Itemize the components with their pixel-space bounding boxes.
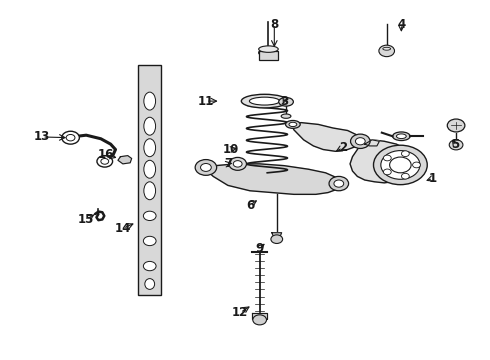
Ellipse shape (242, 94, 288, 108)
Ellipse shape (259, 49, 278, 57)
Text: 3: 3 (280, 95, 288, 108)
Ellipse shape (144, 182, 156, 200)
Ellipse shape (396, 134, 406, 139)
Ellipse shape (279, 98, 294, 106)
Ellipse shape (392, 132, 410, 140)
Circle shape (144, 236, 156, 246)
Polygon shape (252, 313, 268, 319)
Circle shape (271, 235, 283, 243)
Circle shape (381, 150, 420, 179)
Text: 12: 12 (232, 306, 248, 319)
Circle shape (62, 131, 79, 144)
Circle shape (329, 176, 348, 191)
Ellipse shape (144, 92, 156, 110)
Polygon shape (365, 140, 379, 146)
Text: 11: 11 (198, 95, 214, 108)
Text: 6: 6 (246, 199, 254, 212)
Polygon shape (272, 233, 282, 237)
Bar (259, 51, 278, 60)
Ellipse shape (144, 139, 156, 157)
Circle shape (449, 140, 463, 150)
Circle shape (200, 163, 211, 171)
Bar (138, 65, 161, 295)
Ellipse shape (144, 160, 156, 178)
Text: 2: 2 (339, 141, 347, 154)
Circle shape (233, 161, 242, 167)
Text: 7: 7 (224, 157, 232, 170)
Text: 1: 1 (429, 172, 437, 185)
Ellipse shape (286, 121, 300, 129)
Text: 13: 13 (34, 130, 50, 144)
Ellipse shape (249, 97, 280, 105)
Circle shape (401, 151, 409, 157)
Polygon shape (118, 156, 132, 164)
Text: 10: 10 (222, 143, 239, 156)
Text: 15: 15 (78, 213, 95, 226)
Circle shape (447, 119, 465, 132)
Circle shape (334, 180, 343, 187)
Circle shape (373, 145, 427, 185)
Text: 5: 5 (451, 138, 459, 150)
Circle shape (355, 138, 365, 145)
Polygon shape (350, 140, 417, 183)
Text: 14: 14 (115, 222, 131, 235)
Circle shape (413, 162, 420, 168)
Circle shape (379, 45, 394, 57)
Text: 8: 8 (270, 18, 278, 31)
Text: 4: 4 (397, 18, 406, 31)
Circle shape (383, 169, 391, 175)
Circle shape (383, 155, 391, 161)
Circle shape (144, 261, 156, 271)
Text: 16: 16 (98, 148, 114, 161)
Circle shape (350, 134, 370, 148)
Ellipse shape (281, 114, 291, 118)
Circle shape (97, 156, 113, 167)
Circle shape (195, 159, 217, 175)
Circle shape (390, 157, 411, 173)
Polygon shape (292, 123, 362, 151)
Ellipse shape (383, 47, 391, 50)
Polygon shape (203, 164, 343, 194)
Text: 9: 9 (255, 242, 264, 255)
Ellipse shape (289, 122, 297, 127)
Ellipse shape (145, 279, 155, 289)
Circle shape (253, 315, 267, 325)
Circle shape (229, 157, 246, 170)
Ellipse shape (144, 117, 156, 135)
Circle shape (144, 211, 156, 221)
Ellipse shape (259, 46, 278, 52)
Circle shape (401, 173, 409, 179)
